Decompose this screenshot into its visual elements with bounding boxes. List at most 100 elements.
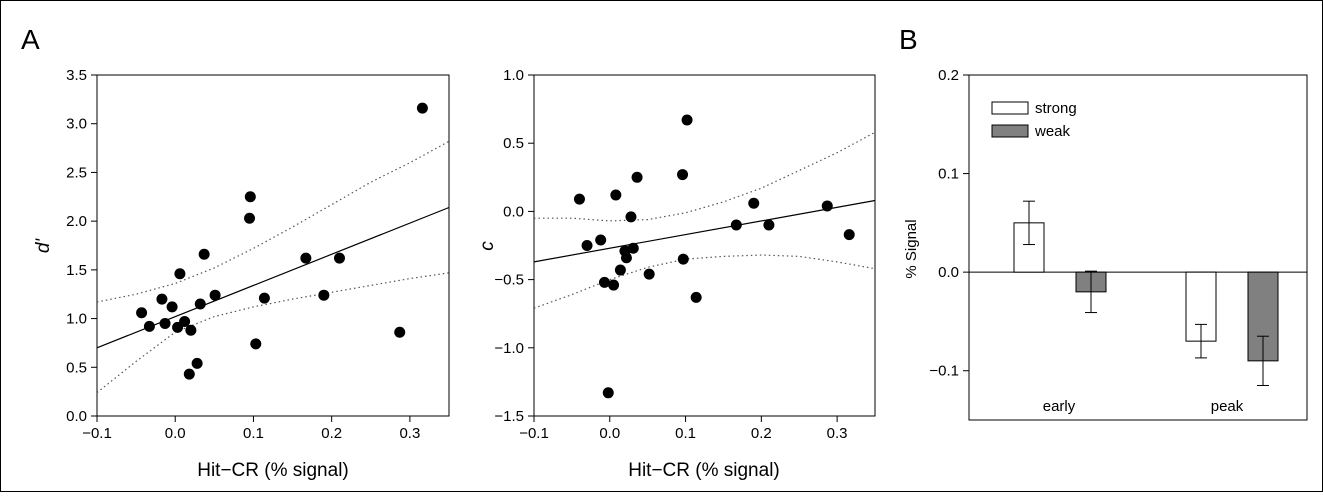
dprime-y-tick-label: 0.0	[66, 408, 87, 425]
dprime-y-tick-label: 3.0	[66, 116, 87, 133]
panel-a-label: A	[21, 24, 40, 55]
criterion-x-tick-label: 0.1	[675, 425, 696, 442]
criterion-y-tick-label: −0.5	[494, 272, 524, 289]
dprime-confidence-band	[96, 140, 450, 394]
dprime-data-point	[183, 368, 195, 380]
criterion-data-point	[620, 252, 632, 264]
category-label-early: early	[1043, 398, 1076, 415]
criterion-data-point	[763, 219, 775, 231]
criterion-y-tick-label: 0.0	[503, 203, 524, 220]
dprime-fit-line	[96, 206, 450, 349]
dprime-data-point	[198, 248, 210, 260]
dprime-y-tick-label: 3.5	[66, 67, 87, 84]
dprime-data-point	[250, 338, 262, 350]
dprime-data-point	[194, 298, 206, 310]
dprime-data-point	[244, 191, 256, 203]
bar-y-tick-label: 0.0	[938, 264, 959, 281]
criterion-points	[573, 114, 855, 399]
criterion-regression-line	[533, 199, 876, 263]
criterion-y-axis-label: c	[477, 241, 498, 251]
dprime-data-point	[166, 301, 178, 313]
legend-swatch-strong	[991, 101, 1029, 115]
dprime-data-point	[143, 320, 155, 332]
criterion-data-point	[614, 264, 626, 276]
criterion-y-tick-label: 1.0	[503, 67, 524, 84]
dprime-data-point	[156, 293, 168, 305]
criterion-data-point	[581, 240, 593, 251]
criterion-data-point	[602, 387, 614, 399]
criterion-x-tick-label: 0.2	[751, 425, 772, 442]
dprime-data-point	[174, 268, 186, 280]
bar-y-tick-label: 0.2	[938, 67, 959, 84]
criterion-data-point	[677, 169, 689, 181]
criterion-data-point	[608, 279, 620, 291]
dprime-data-point	[258, 292, 270, 304]
dprime-plot-frame	[96, 74, 450, 417]
panel-b-label: B	[899, 24, 918, 55]
dprime-y-tick-label: 1.0	[66, 311, 87, 328]
criterion-fit-line	[533, 199, 876, 263]
criterion-axis-ticks: −0.1 0.0 0.1 0.2 0.3 −1.5 −1.0 −0.5 0.0 0.5 1.0	[494, 67, 847, 442]
criterion-data-point	[625, 211, 637, 223]
bar-y-axis-label: % Signal	[903, 219, 920, 278]
dprime-data-point	[185, 324, 197, 336]
criterion-x-tick-label: 0.3	[827, 425, 848, 442]
criterion-y-tick-label: −1.0	[494, 340, 524, 357]
dprime-data-point	[159, 317, 171, 329]
criterion-data-point	[627, 242, 639, 254]
criterion-data-point	[690, 291, 702, 303]
dprime-y-tick-label: 0.5	[66, 359, 87, 376]
dprime-y-tick-label: 2.0	[66, 213, 87, 230]
dprime-regression-line	[96, 206, 450, 349]
criterion-data-point	[643, 268, 655, 280]
criterion-data-point	[631, 171, 643, 183]
criterion-ci-upper	[534, 131, 876, 222]
criterion-plot-frame	[533, 74, 876, 417]
dprime-data-point	[318, 289, 330, 301]
criterion-data-point	[843, 229, 855, 241]
bar-category-labels: early peak	[1043, 398, 1244, 415]
dprime-x-axis-label: Hit−CR (% signal)	[197, 460, 349, 481]
dprime-data-point	[244, 212, 256, 224]
criterion-data-point	[748, 197, 760, 209]
criterion-data-point	[681, 114, 693, 126]
criterion-x-tick-label: 0.0	[599, 425, 620, 442]
dprime-data-point	[394, 326, 406, 338]
dprime-y-axis-label: d'	[33, 238, 54, 254]
criterion-y-tick-label: 0.5	[503, 135, 524, 152]
criterion-data-point	[598, 276, 610, 288]
signal-bar-chart: 0.2 0.1 0.0 −0.1 early peak strong weak % Si…	[903, 67, 1308, 421]
dprime-data-point	[136, 307, 148, 319]
legend-label-strong: strong	[1035, 100, 1077, 117]
dprime-data-point	[416, 102, 428, 114]
dprime-points	[136, 102, 428, 380]
criterion-data-point	[730, 219, 742, 231]
dprime-data-point	[300, 252, 312, 264]
criterion-data-point	[573, 193, 585, 205]
category-label-peak: peak	[1211, 398, 1244, 415]
bar-series	[1013, 200, 1279, 386]
bar-legend: strong weak	[991, 100, 1077, 140]
legend-label-weak: weak	[1034, 123, 1071, 140]
dprime-ci-lower	[96, 272, 450, 394]
legend-swatch-weak	[991, 124, 1029, 138]
dprime-x-tick-label: −0.1	[82, 425, 112, 442]
dprime-data-point	[209, 289, 221, 301]
criterion-x-tick-label: −0.1	[519, 425, 549, 442]
criterion-data-point	[610, 189, 622, 201]
dprime-x-tick-label: 0.0	[165, 425, 186, 442]
criterion-data-point	[677, 253, 689, 265]
dprime-x-tick-label: 0.3	[399, 425, 420, 442]
dprime-data-point	[179, 315, 191, 327]
criterion-data-point	[821, 200, 833, 212]
dprime-y-tick-label: 2.5	[66, 164, 87, 181]
dprime-x-tick-label: 0.1	[243, 425, 264, 442]
dprime-scatter-chart: −0.1 0.0 0.1 0.2 0.30.00.51.01.52.02.53.03.5…	[33, 67, 450, 481]
criterion-y-tick-label: −1.5	[494, 408, 524, 425]
dprime-y-tick-label: 1.5	[66, 262, 87, 279]
dprime-data-point	[191, 357, 203, 369]
criterion-scatter-chart: −0.1 0.0 0.1 0.2 0.3 −1.5 −1.0 −0.5 0.0 0.5 1.0 Hi…	[477, 67, 876, 481]
bar-y-tick-label: −0.1	[929, 363, 959, 380]
bar-plot-frame	[968, 74, 1308, 421]
criterion-confidence-band	[533, 131, 876, 309]
